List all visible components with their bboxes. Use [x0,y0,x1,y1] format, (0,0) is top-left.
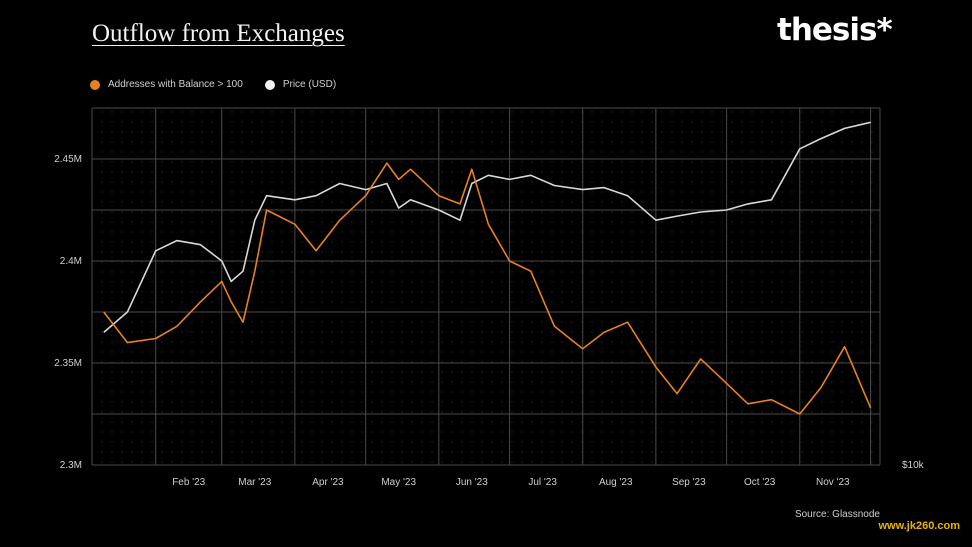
legend-item-price: Price (USD) [264,79,337,90]
x-tick-label: Jun '23 [456,477,488,488]
x-tick-label: Aug '23 [599,477,633,488]
thesis-logo: thesis* [777,12,893,48]
x-tick-label: Oct '23 [744,477,776,488]
legend-item-addresses: Addresses with Balance > 100 [90,79,243,90]
x-tick-label: Feb '23 [172,477,205,488]
x-tick-label: Jul '23 [528,477,557,488]
y-tick-label: 2.4M [60,256,82,267]
y-tick-label: 2.45M [54,154,82,165]
series-line-price [103,121,871,334]
right-axis-label: $10k [902,460,925,471]
legend-swatch-white [264,79,275,90]
series-line-addresses [103,162,872,415]
y-tick-label: 2.3M [60,460,82,471]
legend-label-price: Price (USD) [282,79,337,90]
x-tick-label: Nov '23 [816,477,850,488]
plot-background [92,108,880,465]
source-note: Source: Glassnode [794,509,880,520]
x-tick-label: Mar '23 [238,477,271,488]
y-tick-label: 2.35M [54,358,82,369]
x-tick-label: May '23 [381,477,416,488]
legend-label-addresses: Addresses with Balance > 100 [108,79,243,90]
x-tick-label: Sep '23 [672,477,706,488]
chart-title: Outflow from Exchanges [92,20,345,47]
x-tick-label: Apr '23 [312,477,344,488]
legend-swatch-orange [90,79,100,90]
watermark: www.jk260.com [878,520,960,532]
chart-legend: Addresses with Balance > 100 Price (USD) [90,79,336,90]
